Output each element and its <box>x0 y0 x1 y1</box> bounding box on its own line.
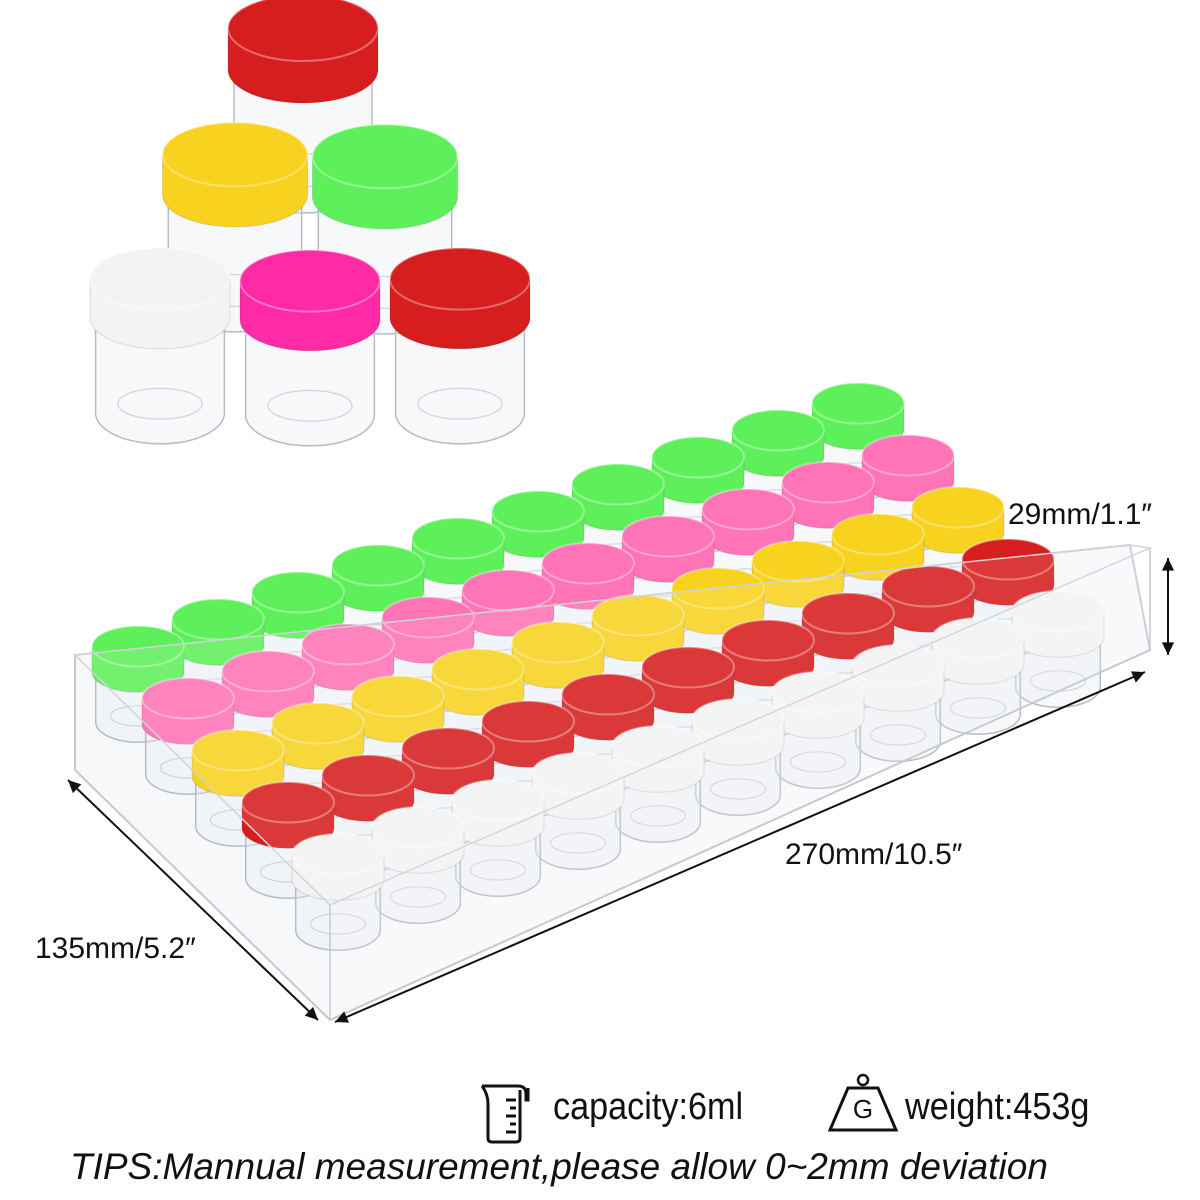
tray-jar-yellow <box>751 540 845 658</box>
tray-front <box>329 548 1151 1022</box>
svg-text:G: G <box>853 1094 873 1124</box>
tray-jar-white <box>851 644 945 762</box>
tray-jar-white <box>371 806 465 924</box>
width-label: 135mm/5.2″ <box>35 932 196 965</box>
length-label: 270mm/10.5″ <box>785 838 963 871</box>
height-label: 29mm/1.1″ <box>1008 498 1153 531</box>
tray-jar-white <box>931 617 1025 735</box>
tray-jar-white <box>691 698 785 816</box>
tray-jar-white <box>291 833 385 951</box>
tray-jar-white <box>611 725 705 843</box>
tray-jar-pink <box>141 677 235 795</box>
tips-text: TIPS:Mannual measurement,please allow 0~… <box>70 1146 1048 1187</box>
jar-red <box>389 246 531 445</box>
width-arrow <box>67 779 319 1021</box>
weight-g-icon: G <box>827 1073 899 1132</box>
measuring-cup-icon <box>480 1084 530 1144</box>
tray-jar-pink <box>301 623 395 741</box>
jar-white <box>89 246 231 445</box>
tray-jar-white <box>1011 590 1105 708</box>
tray-jar-white <box>451 779 545 897</box>
weight-label: weight:453g <box>905 1086 1090 1128</box>
height-arrow <box>1161 558 1175 655</box>
capacity-label: capacity:6ml <box>553 1086 744 1128</box>
jar-magenta <box>239 248 381 447</box>
length-arrow <box>334 671 1146 1023</box>
